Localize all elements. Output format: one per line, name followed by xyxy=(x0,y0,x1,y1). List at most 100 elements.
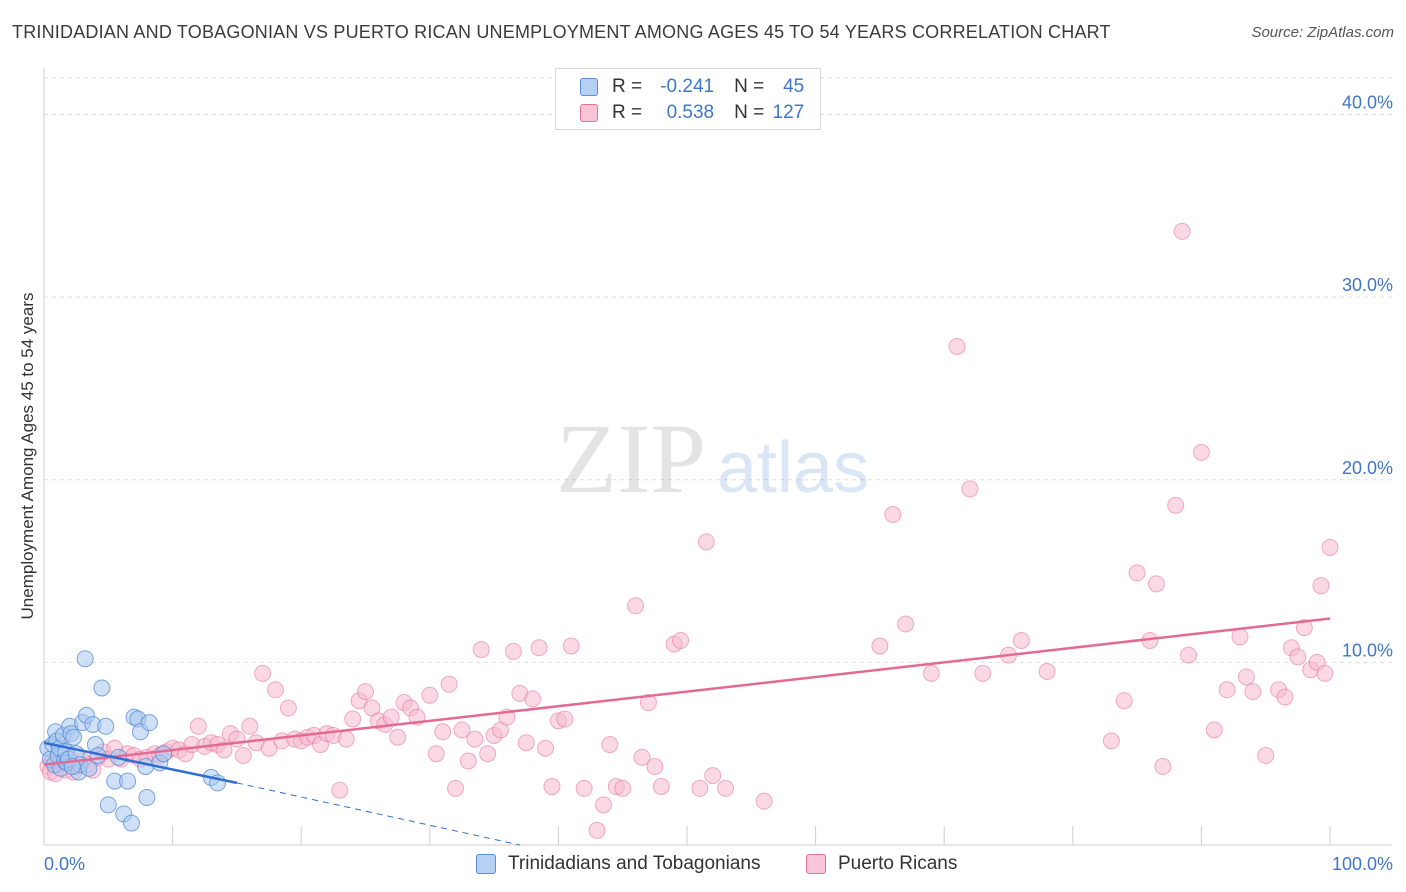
data-point-puerto-rican xyxy=(974,664,992,682)
data-point-puerto-rican xyxy=(517,734,535,752)
data-point-puerto-rican xyxy=(633,748,651,766)
source-label: Source: ZipAtlas.com xyxy=(1251,24,1394,41)
legend-r-value-series2: 0.538 xyxy=(666,102,715,123)
data-point-puerto-rican xyxy=(344,710,362,728)
data-point-puerto-rican xyxy=(1180,646,1198,664)
bottom-legend-label-series2: Puerto Ricans xyxy=(838,853,958,874)
bottom-legend-swatch-blue xyxy=(476,854,496,874)
y-tick-label: 10.0% xyxy=(1342,640,1393,660)
legend-r-label: R = xyxy=(612,102,643,123)
data-point-puerto-rican xyxy=(948,337,966,355)
legend-n-label: N = xyxy=(734,76,765,97)
bottom-legend-series1: Trinidadians and Tobagonians xyxy=(476,852,760,876)
data-point-puerto-rican xyxy=(1128,564,1146,582)
trend-line-puerto-ricans xyxy=(43,617,1331,766)
data-point-puerto-rican xyxy=(594,796,612,814)
data-point-trinidadian xyxy=(138,789,156,807)
data-point-puerto-rican xyxy=(562,637,580,655)
data-point-puerto-rican xyxy=(575,779,593,797)
data-point-puerto-rican xyxy=(961,480,979,498)
bottom-legend-label-series1: Trinidadians and Tobagonians xyxy=(508,853,761,874)
trend-lines xyxy=(43,617,1331,846)
y-tick-label: 40.0% xyxy=(1342,93,1393,113)
data-point-puerto-rican xyxy=(389,728,407,746)
data-point-puerto-rican xyxy=(1244,683,1262,701)
data-point-puerto-rican xyxy=(472,641,490,659)
data-point-puerto-rican xyxy=(704,767,722,785)
data-point-puerto-rican xyxy=(1276,688,1294,706)
chart-title: TRINIDADIAN AND TOBAGONIAN VS PUERTO RIC… xyxy=(12,22,1111,42)
legend-r-label: R = xyxy=(612,76,643,97)
data-point-puerto-rican xyxy=(234,747,252,765)
data-point-puerto-rican xyxy=(189,717,207,735)
data-point-puerto-rican xyxy=(1312,577,1330,595)
data-point-puerto-rican xyxy=(453,721,471,739)
data-point-puerto-rican xyxy=(1167,496,1185,514)
data-point-puerto-rican xyxy=(459,752,477,770)
data-point-trinidadian xyxy=(137,757,155,775)
data-point-puerto-rican xyxy=(1321,538,1339,556)
data-point-puerto-rican xyxy=(1237,668,1255,686)
data-point-puerto-rican xyxy=(427,745,445,763)
data-point-puerto-rican xyxy=(1102,732,1120,750)
data-point-puerto-rican xyxy=(588,821,606,839)
data-point-puerto-rican xyxy=(279,699,297,717)
data-point-puerto-rican xyxy=(241,717,259,735)
legend-n-value-series1: 45 xyxy=(783,76,805,97)
tick-labels: 10.0% 20.0% 30.0% 40.0% 0.0% 100.0% xyxy=(44,93,1393,874)
data-point-puerto-rican xyxy=(524,690,542,708)
data-point-puerto-rican xyxy=(504,642,522,660)
y-tick-label: 20.0% xyxy=(1342,458,1393,478)
data-point-puerto-rican xyxy=(884,505,902,523)
legend-swatch-blue xyxy=(580,78,598,96)
data-point-puerto-rican xyxy=(1173,222,1191,240)
data-point-puerto-rican xyxy=(1205,721,1223,739)
bottom-legend-swatch-pink xyxy=(806,854,826,874)
data-point-trinidadian xyxy=(155,745,173,763)
legend-r-value-series1: -0.241 xyxy=(660,76,715,97)
data-point-puerto-rican xyxy=(601,736,619,754)
data-point-puerto-rican xyxy=(639,694,657,712)
data-point-puerto-rican xyxy=(1147,575,1165,593)
data-point-puerto-rican xyxy=(1295,619,1313,637)
data-point-puerto-rican xyxy=(1257,747,1275,765)
data-point-puerto-rican xyxy=(922,664,940,682)
x-tick-label-max: 100.0% xyxy=(1332,854,1393,874)
gridlines xyxy=(44,77,1392,663)
legend-n-value-series2: 127 xyxy=(772,102,805,123)
data-point-puerto-rican xyxy=(1038,663,1056,681)
data-point-puerto-rican xyxy=(266,681,284,699)
trend-line-trinidadians xyxy=(43,741,238,785)
data-point-puerto-rican xyxy=(614,779,632,797)
data-point-trinidadian xyxy=(97,717,115,735)
data-point-puerto-rican xyxy=(1115,692,1133,710)
data-point-puerto-rican xyxy=(331,781,349,799)
data-point-puerto-rican xyxy=(440,675,458,693)
data-point-puerto-rican xyxy=(447,779,465,797)
data-point-puerto-rican xyxy=(556,710,574,728)
data-point-puerto-rican xyxy=(228,730,246,748)
data-point-trinidadian xyxy=(119,772,137,790)
watermark-zip: ZIP xyxy=(556,403,706,514)
data-point-puerto-rican xyxy=(254,664,272,682)
data-point-puerto-rican xyxy=(421,686,439,704)
data-point-puerto-rican xyxy=(755,792,773,810)
data-point-puerto-rican xyxy=(1316,664,1334,682)
data-point-puerto-rican xyxy=(897,615,915,633)
legend-swatch-pink xyxy=(580,104,598,122)
x-tick-label-min: 0.0% xyxy=(44,854,85,874)
data-point-puerto-rican xyxy=(466,730,484,748)
data-point-puerto-rican xyxy=(691,779,709,797)
series-puerto-ricans xyxy=(39,222,1339,839)
data-point-trinidadian xyxy=(99,796,117,814)
data-point-puerto-rican xyxy=(652,778,670,796)
data-point-puerto-rican xyxy=(537,739,555,757)
data-point-puerto-rican xyxy=(697,533,715,551)
data-point-puerto-rican xyxy=(717,779,735,797)
data-point-puerto-rican xyxy=(627,597,645,615)
data-point-puerto-rican xyxy=(646,757,664,775)
data-point-trinidadian xyxy=(140,714,158,732)
data-point-puerto-rican xyxy=(543,778,561,796)
bottom-legend-series2: Puerto Ricans xyxy=(806,852,957,876)
